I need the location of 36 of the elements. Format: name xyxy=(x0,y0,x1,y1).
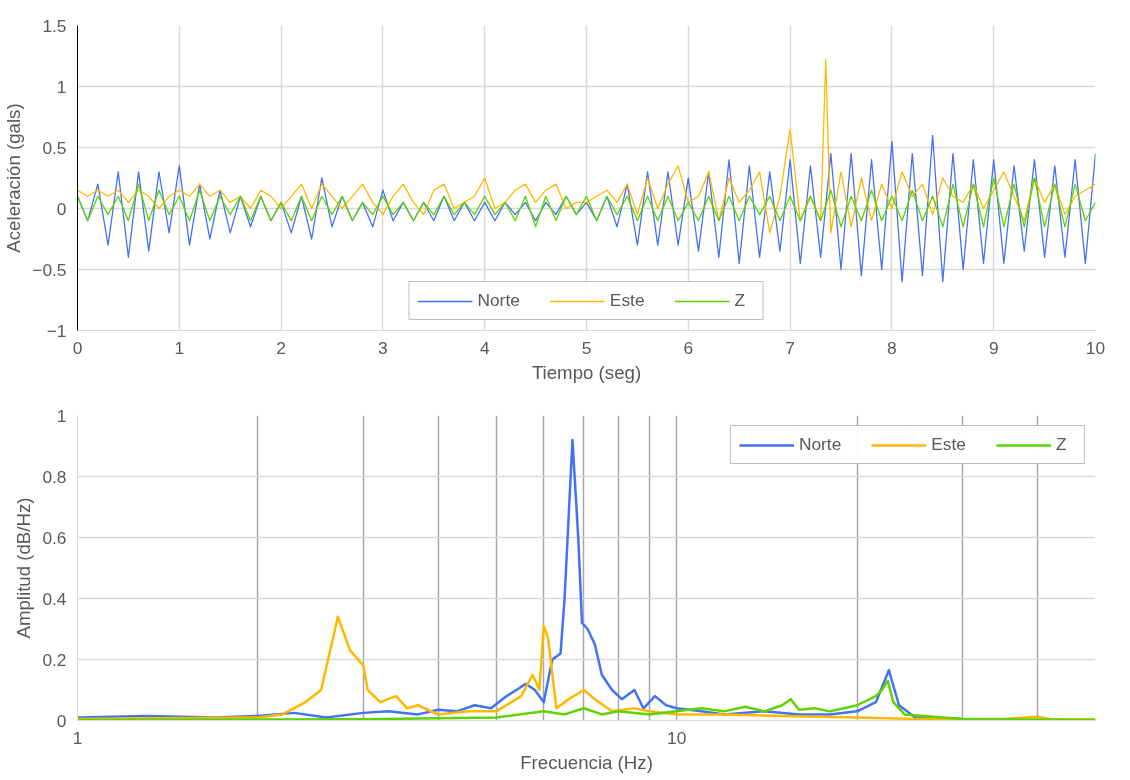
y-tick-label: −0.5 xyxy=(32,259,67,280)
y-tick-label: 0.4 xyxy=(42,588,67,609)
x-tick-label: 7 xyxy=(785,337,795,358)
y-axis-title: Aceleración (gals) xyxy=(3,103,25,253)
y-tick-label: 1 xyxy=(56,405,67,426)
y-tick-label: 0.8 xyxy=(42,466,67,487)
x-tick-label: 4 xyxy=(479,337,490,358)
x-tick-label: 10 xyxy=(1085,337,1106,358)
legend-label: Este xyxy=(609,290,645,311)
x-tick-label: 2 xyxy=(276,337,286,358)
y-tick-label: 0.2 xyxy=(42,649,67,670)
legend-label: Norte xyxy=(798,434,842,455)
x-axis-title: Frecuencia (Hz) xyxy=(520,751,653,773)
x-tick-label: 3 xyxy=(378,337,388,358)
line-series xyxy=(77,59,1096,234)
y-axis-title: Amplitud (dB/Hz) xyxy=(13,497,35,639)
line-series xyxy=(77,177,1096,228)
x-tick-label: 6 xyxy=(683,337,694,358)
x-tick-label: 1 xyxy=(174,337,185,358)
y-tick-label: 0.6 xyxy=(42,527,67,548)
legend-label: Z xyxy=(734,290,747,311)
legend-label: Este xyxy=(931,434,966,455)
x-tick-label: 9 xyxy=(988,337,999,358)
x-tick-label: 5 xyxy=(581,337,592,358)
y-tick-label: −1 xyxy=(46,320,67,341)
x-axis-title: Tiempo (seg) xyxy=(531,361,642,383)
x-tick-label: 0 xyxy=(72,337,83,358)
y-tick-label: 1 xyxy=(56,76,67,97)
y-tick-label: 1.5 xyxy=(42,15,67,36)
y-tick-label: 0 xyxy=(56,710,67,731)
x-tick-label: 10 xyxy=(667,727,687,748)
legend-label: Z xyxy=(1056,434,1068,455)
legend-label: Norte xyxy=(477,290,520,311)
y-tick-label: 0 xyxy=(56,198,67,219)
y-tick-label: 0.5 xyxy=(42,137,67,158)
x-tick-label: 8 xyxy=(887,337,897,358)
